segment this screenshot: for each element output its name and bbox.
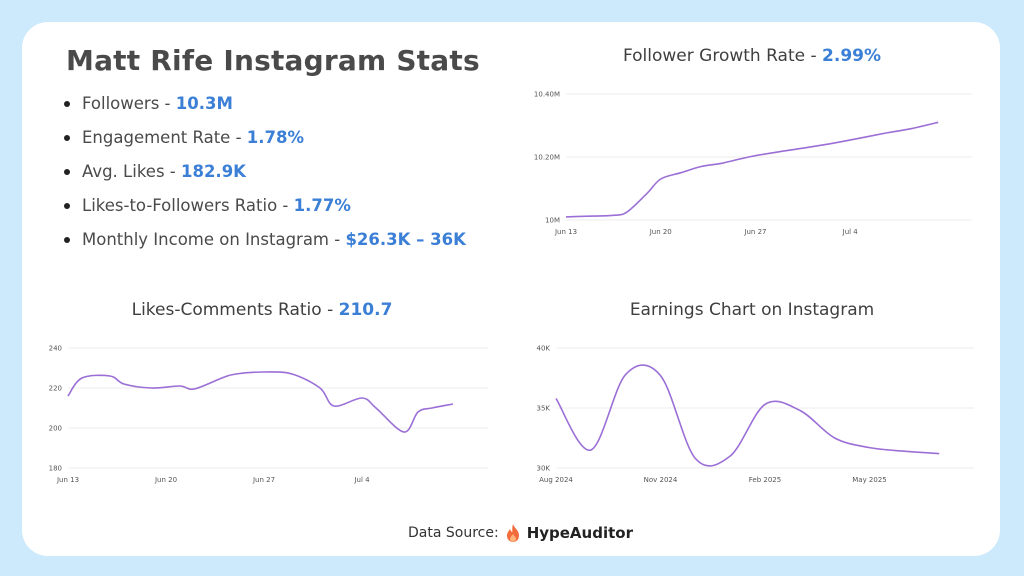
y-tick-label: 35K: [537, 405, 551, 413]
x-tick-label: Jul 4: [842, 228, 859, 236]
stats-card: Matt Rife Instagram Stats Followers - 10…: [22, 22, 1000, 556]
data-source: Data Source: HypeAuditor: [408, 522, 633, 544]
chart-title-text: Likes-Comments Ratio -: [131, 300, 339, 320]
x-tick-label: Aug 2024: [539, 476, 573, 484]
y-tick-label: 180: [49, 465, 62, 473]
stat-label: Avg. Likes -: [82, 162, 181, 181]
x-tick-label: Feb 2025: [749, 476, 781, 484]
flame-icon: [506, 524, 519, 542]
x-tick-label: Jun 13: [56, 476, 79, 484]
earnings-chart-title: Earnings Chart on Instagram: [582, 300, 922, 320]
series-line: [565, 121, 939, 218]
y-tick-label: 30K: [537, 465, 551, 473]
earnings-chart: 30K 35K 40K Aug 2024 Nov 2024 Feb 2025 May 202…: [537, 345, 974, 484]
stat-label: Likes-to-Followers Ratio -: [82, 196, 294, 215]
data-source-label: Data Source:: [408, 525, 499, 541]
y-tick-label: 220: [49, 385, 62, 393]
stat-value: $26.3K – 36K: [345, 230, 466, 249]
follower-growth-chart: 10M 10.20M 10.40M Jun 13 Jun 20 Jun 27 Jul 4: [534, 91, 972, 236]
x-tick-label: Jun 20: [154, 476, 177, 484]
stat-followers: Followers - 10.3M: [64, 92, 466, 126]
likes-comments-chart: 180 200 220 240 Jun 13 Jun 20 Jun 27 Jul 4: [49, 345, 488, 484]
x-tick-label: Nov 2024: [644, 476, 678, 484]
stats-list: Followers - 10.3M Engagement Rate - 1.78…: [64, 92, 466, 262]
chart-title-value: 210.7: [338, 300, 393, 320]
likes-comments-title: Likes-Comments Ratio - 210.7: [92, 300, 432, 320]
stat-value: 10.3M: [175, 94, 233, 113]
stat-avg-likes: Avg. Likes - 182.9K: [64, 160, 466, 194]
y-tick-label: 10.40M: [534, 91, 560, 99]
chart-title-text: Follower Growth Rate -: [622, 46, 823, 66]
page-title: Matt Rife Instagram Stats: [66, 44, 480, 77]
stat-monthly-income: Monthly Income on Instagram - $26.3K – 3…: [64, 228, 466, 262]
stat-label: Monthly Income on Instagram -: [82, 230, 346, 249]
stat-label: Followers -: [82, 94, 176, 113]
stat-label: Engagement Rate -: [82, 128, 247, 147]
stat-likes-to-followers: Likes-to-Followers Ratio - 1.77%: [64, 194, 466, 228]
y-tick-label: 10M: [545, 217, 560, 225]
series-line: [555, 364, 940, 467]
series-line: [67, 371, 454, 433]
chart-title-value: 2.99%: [822, 46, 882, 66]
stat-value: 182.9K: [180, 162, 246, 181]
y-tick-label: 10.20M: [534, 154, 560, 162]
follower-growth-title: Follower Growth Rate - 2.99%: [582, 46, 922, 66]
y-tick-label: 240: [49, 345, 62, 353]
x-tick-label: Jun 27: [252, 476, 275, 484]
x-tick-label: Jun 20: [649, 228, 672, 236]
chart-title-text: Earnings Chart on Instagram: [629, 300, 875, 320]
y-tick-label: 200: [49, 425, 62, 433]
x-tick-label: Jun 13: [554, 228, 577, 236]
stat-value: 1.78%: [246, 128, 305, 147]
brand-name: HypeAuditor: [526, 524, 633, 542]
x-tick-label: May 2025: [852, 476, 887, 484]
stat-value: 1.77%: [293, 196, 351, 215]
x-tick-label: Jun 27: [743, 228, 766, 236]
y-tick-label: 40K: [537, 345, 551, 353]
x-tick-label: Jul 4: [353, 476, 370, 484]
stat-engagement-rate: Engagement Rate - 1.78%: [64, 126, 466, 160]
